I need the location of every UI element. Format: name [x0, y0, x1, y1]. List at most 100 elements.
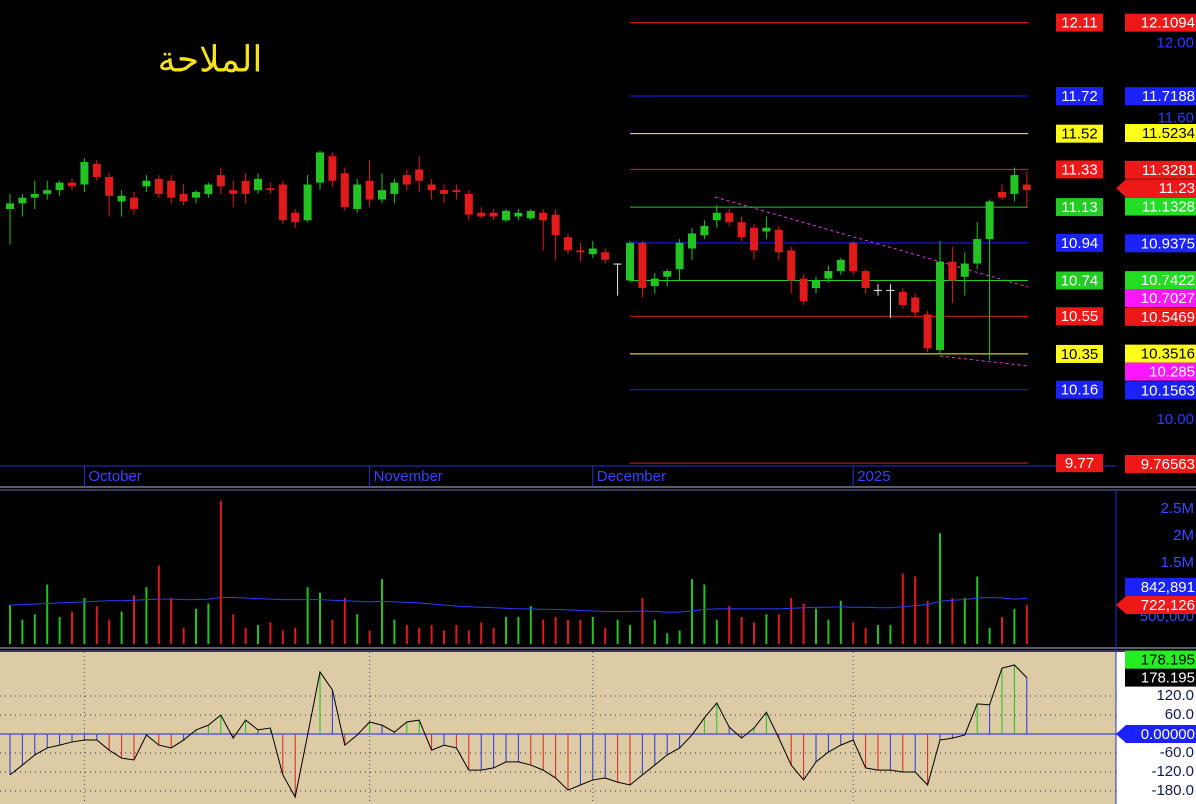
- y-tick-label: 120.0: [1156, 687, 1194, 704]
- volume-bar: [802, 603, 805, 644]
- candle-body: [303, 184, 312, 221]
- volume-bar: [852, 622, 855, 644]
- volume-bar: [901, 573, 904, 644]
- candle-body: [440, 190, 448, 194]
- candle-body: [489, 212, 498, 217]
- candle-body: [477, 212, 486, 217]
- volume-bar: [678, 630, 681, 644]
- marker-label: 10.3516: [1141, 346, 1195, 363]
- volume-bar: [393, 619, 396, 644]
- level-label: 11.33: [1061, 161, 1097, 178]
- marker-box: [1125, 381, 1196, 400]
- volume-bar: [505, 616, 507, 644]
- level-label: 12.11: [1061, 15, 1097, 32]
- level-box: [1056, 87, 1103, 106]
- candle-body: [415, 169, 424, 181]
- marker-label: 11.3281: [1142, 162, 1195, 179]
- candle-body: [117, 195, 126, 202]
- candle-body: [1010, 175, 1019, 194]
- candle-body: [80, 161, 89, 185]
- candle-body: [452, 190, 461, 193]
- month-label: November: [374, 468, 443, 485]
- level-label: 9.77: [1065, 455, 1094, 472]
- candle-body: [551, 214, 560, 236]
- candle-body: [43, 190, 52, 194]
- trend-line: [939, 355, 1029, 367]
- volume-bar: [827, 619, 830, 644]
- volume-bar: [1001, 616, 1003, 644]
- volume-bar: [207, 603, 210, 644]
- volume-bar: [517, 616, 520, 644]
- y-tick-label: -180.0: [1151, 782, 1194, 799]
- volume-bar: [988, 627, 991, 644]
- volume-bar: [963, 598, 966, 644]
- marker-label: 842,891: [1141, 579, 1195, 596]
- marker-label: 9.76563: [1141, 456, 1195, 473]
- volume-bar: [939, 533, 941, 644]
- volume-bar: [170, 598, 173, 644]
- candle-body: [812, 280, 820, 289]
- volume-bar: [629, 625, 631, 644]
- candle-body: [55, 182, 64, 191]
- candle-body: [936, 261, 944, 351]
- candle-body: [911, 297, 920, 313]
- volume-bar: [740, 616, 743, 644]
- volume-bar: [294, 627, 297, 644]
- level-label: 10.55: [1061, 308, 1099, 325]
- level-box: [1056, 307, 1103, 326]
- candle-body: [92, 163, 101, 177]
- candle-body: [861, 271, 870, 289]
- candle-body: [514, 212, 523, 217]
- volume-bar: [703, 584, 706, 644]
- volume-bar: [356, 614, 359, 644]
- candle-body: [874, 289, 882, 291]
- candle-body: [973, 239, 982, 264]
- candle-body: [539, 212, 548, 221]
- volume-bar: [926, 600, 929, 644]
- marker-box: [1116, 725, 1196, 744]
- volume-bar: [219, 500, 222, 644]
- volume-bar: [157, 565, 160, 644]
- y-tick-label: 11.60: [1158, 110, 1194, 127]
- candle-body: [960, 263, 969, 277]
- candle-body: [985, 201, 994, 240]
- volume-bar: [244, 627, 247, 644]
- candle-body: [613, 263, 622, 265]
- volume-bar: [492, 627, 495, 644]
- level-box: [1056, 198, 1103, 217]
- y-tick-label: -60.0: [1160, 744, 1194, 761]
- volume-bar: [529, 606, 532, 644]
- volume-bar: [9, 605, 11, 644]
- marker-label: 11.7188: [1142, 88, 1195, 105]
- marker-box: [1125, 362, 1196, 381]
- candle-body: [762, 227, 771, 232]
- y-tick-label: -120.0: [1151, 763, 1194, 780]
- trend-line: [714, 196, 1029, 288]
- candle-body: [365, 180, 374, 200]
- volume-bar: [195, 608, 197, 644]
- marker-label: 11.1328: [1142, 199, 1195, 216]
- volume-bar: [232, 614, 235, 644]
- candle-body: [266, 188, 275, 191]
- stock-title: الملاحة: [158, 39, 263, 80]
- level-label: 11.13: [1061, 199, 1097, 216]
- volume-bar: [467, 630, 470, 644]
- candle-body: [601, 252, 610, 260]
- candle-body: [229, 190, 238, 194]
- candle-body: [291, 212, 300, 223]
- volume-bar: [418, 627, 421, 644]
- candle-body: [402, 175, 411, 185]
- level-label: 11.72: [1061, 88, 1097, 105]
- marker-box: [1125, 124, 1196, 143]
- marker-box: [1116, 179, 1196, 198]
- marker-label: 10.7027: [1141, 290, 1195, 307]
- candle-body: [886, 289, 895, 291]
- marker-label: 11.5234: [1142, 125, 1195, 142]
- candle-body: [564, 237, 572, 251]
- candle-body: [824, 271, 833, 279]
- level-box: [1056, 454, 1103, 473]
- volume-bar: [691, 579, 693, 644]
- marker-box: [1125, 668, 1196, 687]
- candle-body: [105, 176, 114, 196]
